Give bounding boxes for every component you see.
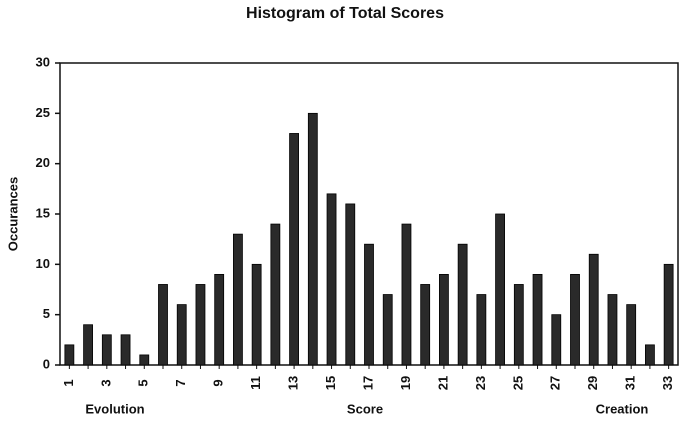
bar bbox=[101, 334, 112, 366]
x-tick-label: 23 bbox=[473, 376, 488, 390]
y-tick-label: 0 bbox=[43, 356, 50, 371]
bar bbox=[401, 223, 412, 366]
bar bbox=[626, 304, 637, 366]
bar bbox=[457, 243, 468, 366]
bar bbox=[588, 253, 599, 366]
bar bbox=[251, 263, 262, 366]
chart-title: Histogram of Total Scores bbox=[246, 5, 444, 22]
x-tick-label: 13 bbox=[286, 376, 301, 390]
bar bbox=[364, 243, 374, 366]
annotation: Creation bbox=[596, 401, 649, 416]
annotation: Evolution bbox=[85, 401, 144, 416]
bar bbox=[476, 294, 487, 366]
bar bbox=[270, 223, 281, 366]
bar bbox=[83, 324, 93, 366]
x-tick-label: 7 bbox=[173, 379, 188, 386]
x-tick-label: 1 bbox=[61, 379, 76, 386]
bar bbox=[513, 284, 524, 366]
bar bbox=[195, 284, 206, 366]
x-tick-label: 19 bbox=[398, 376, 413, 390]
y-tick-label: 30 bbox=[36, 54, 50, 69]
y-tick-label: 20 bbox=[36, 155, 50, 170]
bar bbox=[663, 263, 674, 366]
bar bbox=[233, 233, 243, 366]
bar bbox=[420, 284, 431, 366]
bar bbox=[176, 304, 187, 366]
y-tick-label: 10 bbox=[36, 256, 50, 271]
bar bbox=[345, 203, 356, 366]
x-axis-label: Score bbox=[347, 401, 383, 416]
bar bbox=[532, 273, 543, 366]
bar bbox=[382, 294, 393, 366]
x-tick-label: 3 bbox=[98, 379, 113, 386]
bar bbox=[326, 193, 337, 366]
bar bbox=[120, 334, 131, 366]
x-tick-label: 9 bbox=[211, 379, 226, 386]
y-axis-label: Occurances bbox=[5, 177, 20, 251]
bar bbox=[307, 112, 318, 366]
x-tick-label: 27 bbox=[548, 376, 563, 390]
bar bbox=[158, 284, 168, 366]
x-tick-label: 33 bbox=[660, 376, 675, 390]
bar bbox=[439, 273, 449, 366]
bar bbox=[607, 294, 618, 366]
x-tick-label: 21 bbox=[435, 376, 450, 390]
bar bbox=[139, 354, 150, 366]
y-tick-label: 15 bbox=[36, 205, 50, 220]
bar bbox=[64, 344, 75, 366]
bar bbox=[495, 213, 505, 366]
bar bbox=[551, 314, 562, 366]
x-tick-label: 29 bbox=[585, 376, 600, 390]
y-tick-label: 5 bbox=[43, 306, 50, 321]
y-tick-label: 25 bbox=[36, 105, 50, 120]
x-tick-label: 15 bbox=[323, 376, 338, 390]
x-tick-label: 5 bbox=[136, 379, 151, 386]
bar bbox=[289, 133, 299, 366]
x-tick-label: 17 bbox=[360, 376, 375, 390]
bar bbox=[214, 273, 225, 366]
x-tick-label: 31 bbox=[623, 376, 638, 390]
bar bbox=[570, 273, 580, 366]
x-tick-label: 25 bbox=[510, 376, 525, 390]
x-tick-label: 11 bbox=[248, 376, 263, 390]
bar bbox=[645, 344, 655, 366]
